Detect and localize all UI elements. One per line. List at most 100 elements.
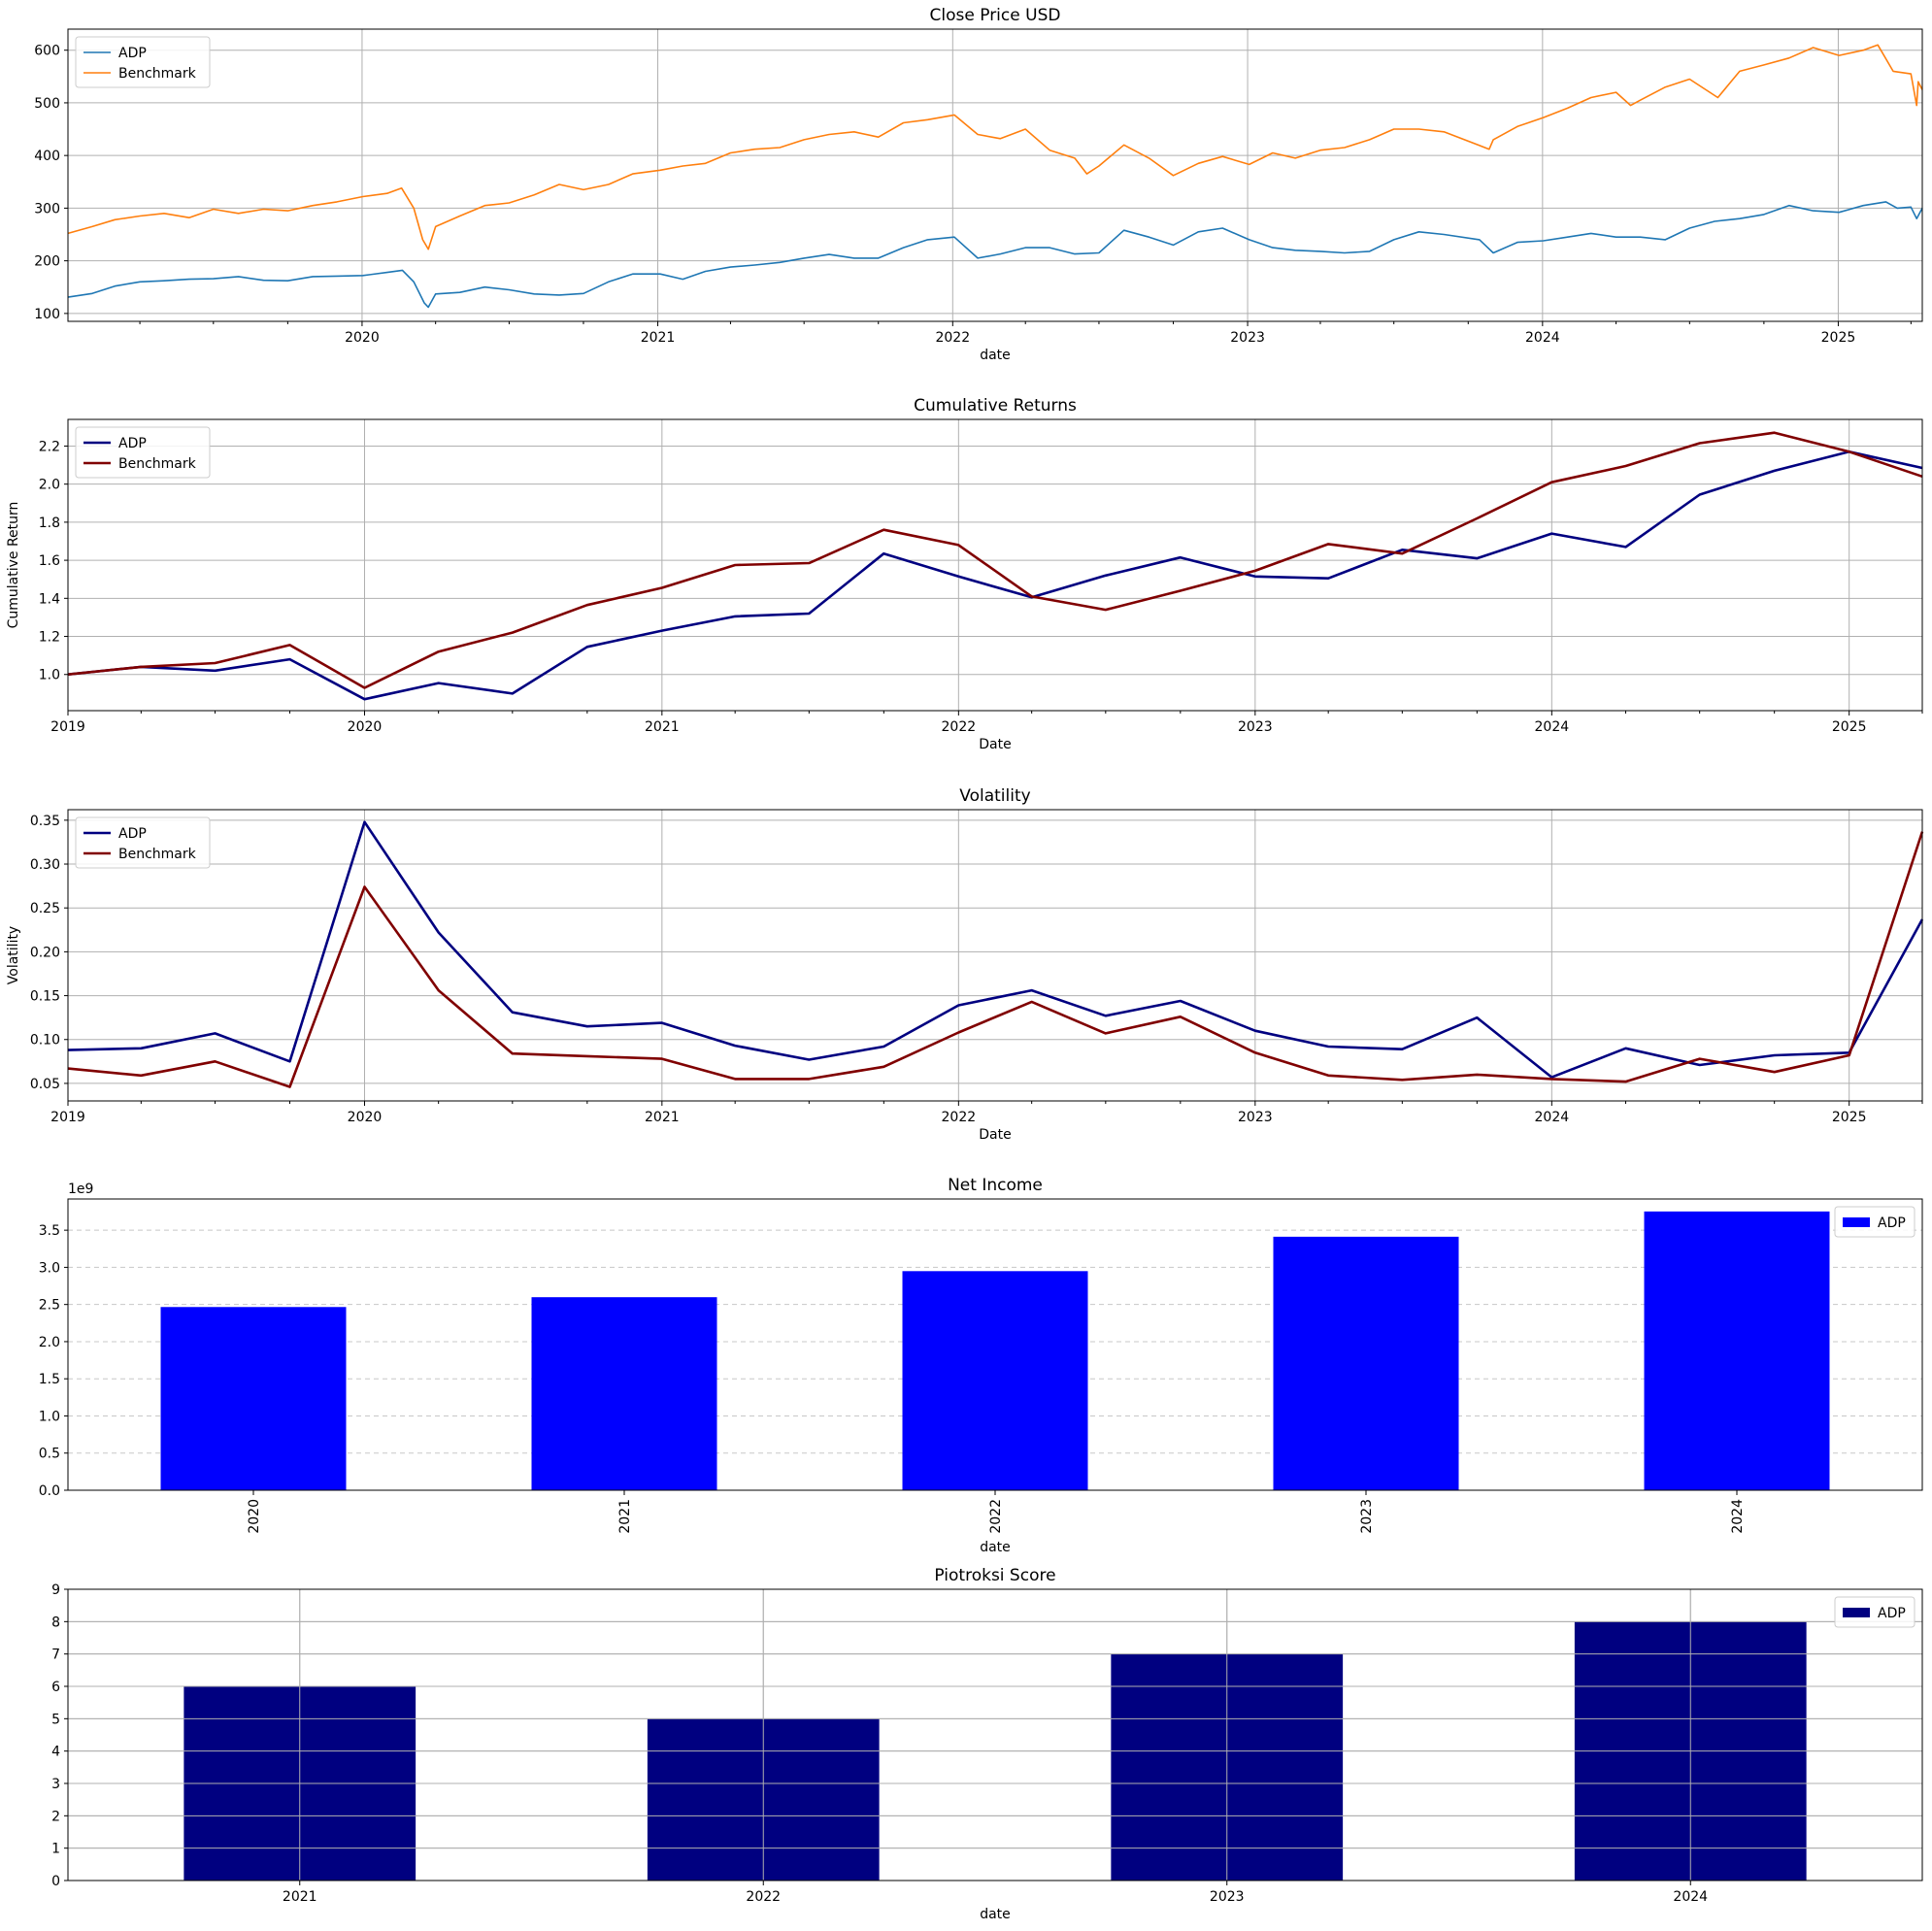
x-tick-label: 2025: [1832, 1110, 1867, 1125]
y-tick-label: 1.5: [39, 1372, 60, 1387]
y-tick-label: 100: [34, 307, 60, 322]
axes-frame: [67, 809, 1923, 1102]
axes-frame: [67, 28, 1923, 322]
y-tick-label: 2.2: [39, 439, 60, 454]
x-tick-label: 2023: [1359, 1499, 1375, 1534]
x-tick-label: 2025: [1821, 330, 1856, 346]
legend-box: [75, 36, 211, 88]
legend-label: ADP: [1878, 1606, 1906, 1621]
x-tick-label: 2024: [1525, 330, 1560, 346]
x-tick-label: 2021: [283, 1889, 317, 1905]
y-tick-label: 1.2: [39, 630, 60, 646]
y-tick-label: 9: [51, 1582, 60, 1598]
y-tick-label: 3.5: [39, 1223, 60, 1239]
legend-label: ADP: [118, 46, 147, 61]
series-line-adp: [67, 449, 1923, 701]
y-tick-label: 2.5: [39, 1298, 60, 1314]
y-tick-label: 1.8: [39, 516, 60, 531]
chart-title: Close Price USD: [930, 6, 1061, 25]
bar-2020: [160, 1307, 347, 1490]
y-tick-label: 0.15: [30, 989, 60, 1005]
x-axis-label: date: [980, 1907, 1011, 1922]
axes-frame: [67, 418, 1923, 712]
chart-netincome: Net Income 0.0 0.5 1.0 1.5 2.0 2.5 3.0 3.5 2020 20…: [39, 1176, 1923, 1555]
x-tick-label: 2022: [942, 719, 977, 735]
legend: ADP Benchmark: [75, 816, 211, 869]
series-line-adp: [67, 201, 1923, 309]
series-line-adp: [67, 820, 1924, 1079]
legend: ADP Benchmark: [75, 426, 211, 479]
y-tick-label: 0.05: [30, 1077, 60, 1092]
y-tick-label: 500: [34, 96, 60, 112]
chart-piotroski: Piotroksi Score 0 1 2 3 4 5 6 7 8 9 2021 2022 2023 202…: [51, 1566, 1923, 1922]
y-tick-label: 0.5: [39, 1447, 60, 1462]
x-tick-label: 2024: [1535, 719, 1570, 735]
bar-2022: [902, 1271, 1088, 1490]
chart-title: Piotroksi Score: [934, 1566, 1055, 1585]
y-axis-label: Cumulative Return: [6, 502, 21, 629]
y-tick-label: 600: [34, 44, 60, 59]
y-tick-label: 1.0: [39, 1409, 60, 1424]
legend-label: Benchmark: [118, 66, 197, 82]
x-tick-label: 2023: [1210, 1889, 1245, 1905]
series-line-benchmark: [67, 831, 1924, 1088]
legend-label: Benchmark: [118, 456, 197, 472]
y-tick-label: 200: [34, 254, 60, 270]
x-tick-label: 2020: [345, 330, 380, 346]
chart-title: Cumulative Returns: [914, 396, 1077, 416]
y-tick-label: 300: [34, 201, 60, 216]
x-axis-label: Date: [979, 1127, 1011, 1143]
x-tick-label: 2019: [50, 1110, 85, 1125]
x-tick-label: 2023: [1230, 330, 1265, 346]
legend-box: [75, 816, 211, 869]
axes-frame: [67, 1588, 1923, 1881]
y-tick-label: 5: [51, 1712, 60, 1727]
x-tick-label: 2022: [746, 1889, 781, 1905]
y-tick-label: 2.0: [39, 478, 60, 493]
legend: ADP: [1834, 1206, 1915, 1238]
chart-close: Close Price USD 100 200 300 400 500 600 2020 202…: [34, 6, 1923, 363]
y-tick-label: 1.4: [39, 591, 60, 607]
x-tick-label: 2023: [1238, 719, 1273, 735]
x-tick-label: 2020: [348, 719, 383, 735]
y-tick-label: 0.25: [30, 901, 60, 916]
x-tick-label: 2022: [942, 1110, 977, 1125]
series-line-benchmark: [67, 431, 1923, 689]
grid: [68, 29, 1922, 321]
legend-box: [1834, 1596, 1915, 1628]
y-tick-label: 0.30: [30, 857, 60, 873]
x-tick-label: 2020: [348, 1110, 383, 1125]
y-tick-label: 7: [51, 1648, 60, 1663]
x-axis-label: date: [980, 348, 1011, 363]
bar-2023: [1273, 1236, 1459, 1490]
legend-label: ADP: [1878, 1215, 1906, 1231]
x-tick-label: 2023: [1238, 1110, 1273, 1125]
y-tick-label: 0.35: [30, 814, 60, 829]
chart-title: Net Income: [948, 1176, 1043, 1195]
y-tick-label: 2: [51, 1809, 60, 1824]
legend-label: Benchmark: [118, 847, 197, 862]
chart-vol: Volatility 0.05 0.10 0.15 0.20 0.25 0.30 0.35 20…: [6, 786, 1924, 1143]
x-tick-label: 2024: [1535, 1110, 1570, 1125]
x-tick-label: 2021: [645, 1110, 680, 1125]
y-tick-label: 1: [51, 1842, 60, 1857]
y-axis-label: Volatility: [6, 926, 21, 984]
series-line-benchmark: [67, 44, 1923, 250]
chart-cumret: Cumulative Returns 1.0 1.2 1.4 1.6 1.8 2.0 2.2 2…: [6, 396, 1923, 752]
chart-title: Volatility: [959, 786, 1030, 806]
legend: ADP: [1834, 1596, 1915, 1628]
y-tick-label: 0.20: [30, 945, 60, 960]
y-tick-label: 0.0: [39, 1483, 60, 1499]
grid: [67, 810, 1922, 1101]
x-tick-label: 2021: [641, 330, 676, 346]
x-axis-label: date: [980, 1540, 1011, 1555]
legend-swatch-adp: [1843, 1608, 1870, 1617]
y-tick-label: 3.0: [39, 1260, 60, 1276]
legend-box: [75, 426, 211, 479]
y-tick-label: 400: [34, 149, 60, 164]
x-tick-label: 2022: [988, 1499, 1004, 1534]
y-tick-label: 1.6: [39, 553, 60, 569]
x-tick-label: 2021: [617, 1499, 633, 1534]
legend-box: [1834, 1206, 1915, 1238]
